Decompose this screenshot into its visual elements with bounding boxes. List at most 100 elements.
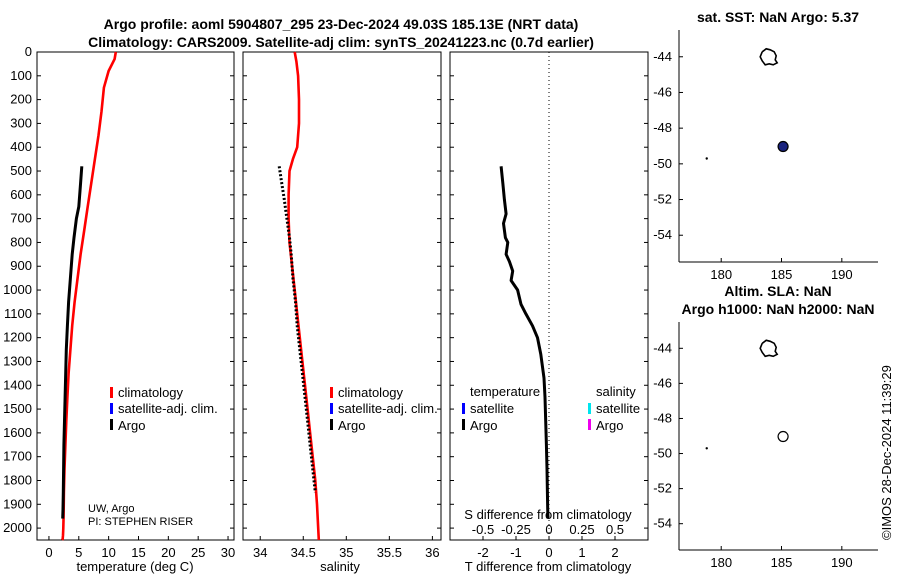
y-tick-label: 800 <box>10 234 32 249</box>
island-outline <box>759 339 779 358</box>
sla-map-title-line1: Altim. SLA: NaN <box>724 283 831 299</box>
difference-legend: temperature salinity satellite Argo sate… <box>462 384 640 433</box>
legend-label-argo: Argo <box>338 418 365 433</box>
difference-panel: -2 -1 0 1 2 -0.5 -0.25 0 0.25 0.5 <box>449 51 649 560</box>
y-tick-label: 2000 <box>3 520 32 535</box>
x-tick-label: 0 <box>545 545 552 560</box>
plot-frame <box>242 51 442 541</box>
profile-location-marker <box>777 140 789 153</box>
legend-swatch-s-satellite <box>588 403 591 414</box>
map-x-tick-label: 190 <box>831 555 853 570</box>
legend-title-temperature: temperature <box>470 384 540 399</box>
series-t-difference-argo <box>499 166 550 519</box>
x-tick-label: 0 <box>45 545 52 560</box>
legend-label-s-satellite: satellite <box>596 401 640 416</box>
legend-swatch-s-argo <box>588 419 591 430</box>
map-y-tick-label: -54 <box>653 227 672 242</box>
legend-swatch-argo <box>110 419 113 430</box>
temperature-panel: 0100200300400500600700800900100011001200… <box>3 44 235 560</box>
x-axis-label-temperature: temperature (deg C) <box>76 559 193 574</box>
temperature-legend: climatology satellite-adj. clim. Argo <box>110 385 218 433</box>
map-y-tick-label: -46 <box>653 84 672 99</box>
y-tick-label: 200 <box>10 92 32 107</box>
y-tick-label: 1500 <box>3 401 32 416</box>
y-tick-label: 1000 <box>3 282 32 297</box>
legend-swatch-climatology <box>110 387 113 398</box>
y-tick-label: 400 <box>10 139 32 154</box>
coast-point <box>705 157 708 160</box>
top-x-tick-label: 0.25 <box>569 522 594 537</box>
y-tick-label: 500 <box>10 163 32 178</box>
x-tick-label: 34.5 <box>291 545 316 560</box>
legend-swatch-t-satellite <box>462 403 465 414</box>
y-tick-label: 300 <box>10 115 32 130</box>
series-climatology <box>60 51 118 541</box>
y-tick-label: 1900 <box>3 496 32 511</box>
sst-map-title: sat. SST: NaN Argo: 5.37 <box>697 9 859 25</box>
map-y-tick-label: -46 <box>653 375 672 390</box>
series-argo <box>61 166 84 519</box>
x-tick-label: 35.5 <box>377 545 402 560</box>
legend-swatch-satellite <box>330 403 333 414</box>
x-tick-label: 34 <box>253 545 267 560</box>
legend-swatch-t-argo <box>462 419 465 430</box>
profile-location-marker <box>777 430 789 443</box>
y-tick-label: 1700 <box>3 449 32 464</box>
legend-swatch-satellite <box>110 403 113 414</box>
legend-label-climatology: climatology <box>338 385 404 400</box>
x-tick-label: 2 <box>611 545 618 560</box>
map-y-tick-label: -54 <box>653 516 672 531</box>
x-tick-label: 25 <box>191 545 205 560</box>
y-tick-label: 600 <box>10 187 32 202</box>
chart-title-line2: Climatology: CARS2009. Satellite-adj cli… <box>88 34 594 50</box>
legend-label-satellite: satellite-adj. clim. <box>118 401 218 416</box>
coast-point <box>705 447 708 450</box>
legend-swatch-climatology <box>330 387 333 398</box>
legend-label-t-satellite: satellite <box>470 401 514 416</box>
map-x-tick-label: 180 <box>710 267 732 282</box>
s-difference-label: S difference from climatology <box>464 507 632 522</box>
imos-credit: ©IMOS 28-Dec-2024 11:39:29 <box>879 365 894 540</box>
sla-map-panel: -44 -46 -48 -50 -52 -54 180 185 190 <box>653 322 878 570</box>
map-x-tick-label: 190 <box>831 267 853 282</box>
legend-label-satellite: satellite-adj. clim. <box>338 401 438 416</box>
y-tick-label: 1200 <box>3 330 32 345</box>
x-tick-label: 10 <box>101 545 115 560</box>
legend-swatch-argo <box>330 419 333 430</box>
chart-title-line1: Argo profile: aoml 5904807_295 23-Dec-20… <box>104 16 579 32</box>
x-tick-label: 1 <box>578 545 585 560</box>
y-tick-label: 1400 <box>3 377 32 392</box>
island-outline <box>759 47 779 66</box>
x-tick-label: 36 <box>425 545 439 560</box>
y-tick-label: 100 <box>10 68 32 83</box>
top-x-tick-label: -0.5 <box>472 522 494 537</box>
map-y-tick-label: -44 <box>653 340 672 355</box>
map-y-tick-label: -50 <box>653 446 672 461</box>
y-tick-label: 1100 <box>4 306 32 321</box>
x-tick-label: 5 <box>75 545 82 560</box>
top-x-tick-label: 0.5 <box>606 522 624 537</box>
map-y-tick-label: -50 <box>653 156 672 171</box>
legend-label-s-argo: Argo <box>596 418 623 433</box>
x-tick-label: -1 <box>510 545 522 560</box>
salinity-panel: 34 34.5 35 35.5 36 <box>242 51 442 560</box>
x-axis-label-salinity: salinity <box>320 559 360 574</box>
pi-annotation-line2: PI: STEPHEN RISER <box>88 516 193 528</box>
salinity-legend: climatology satellite-adj. clim. Argo <box>330 385 438 433</box>
y-tick-label: 700 <box>10 211 32 226</box>
sst-map-panel: -44 -46 -48 -50 -52 -54 180 185 190 <box>653 30 878 282</box>
sla-map-title-line2: Argo h1000: NaN h2000: NaN <box>682 301 875 317</box>
top-x-tick-label: 0 <box>545 522 552 537</box>
map-y-tick-label: -44 <box>653 49 672 64</box>
legend-label-t-argo: Argo <box>470 418 497 433</box>
map-y-tick-label: -52 <box>653 192 672 207</box>
y-tick-label: 1800 <box>3 472 32 487</box>
x-axis-label-difference: T difference from climatology <box>465 559 632 574</box>
legend-label-climatology: climatology <box>118 385 184 400</box>
map-x-tick-label: 180 <box>710 555 732 570</box>
map-y-tick-label: -52 <box>653 481 672 496</box>
y-tick-label: 0 <box>25 44 32 59</box>
map-x-tick-label: 185 <box>771 267 793 282</box>
x-tick-label: 30 <box>221 545 235 560</box>
